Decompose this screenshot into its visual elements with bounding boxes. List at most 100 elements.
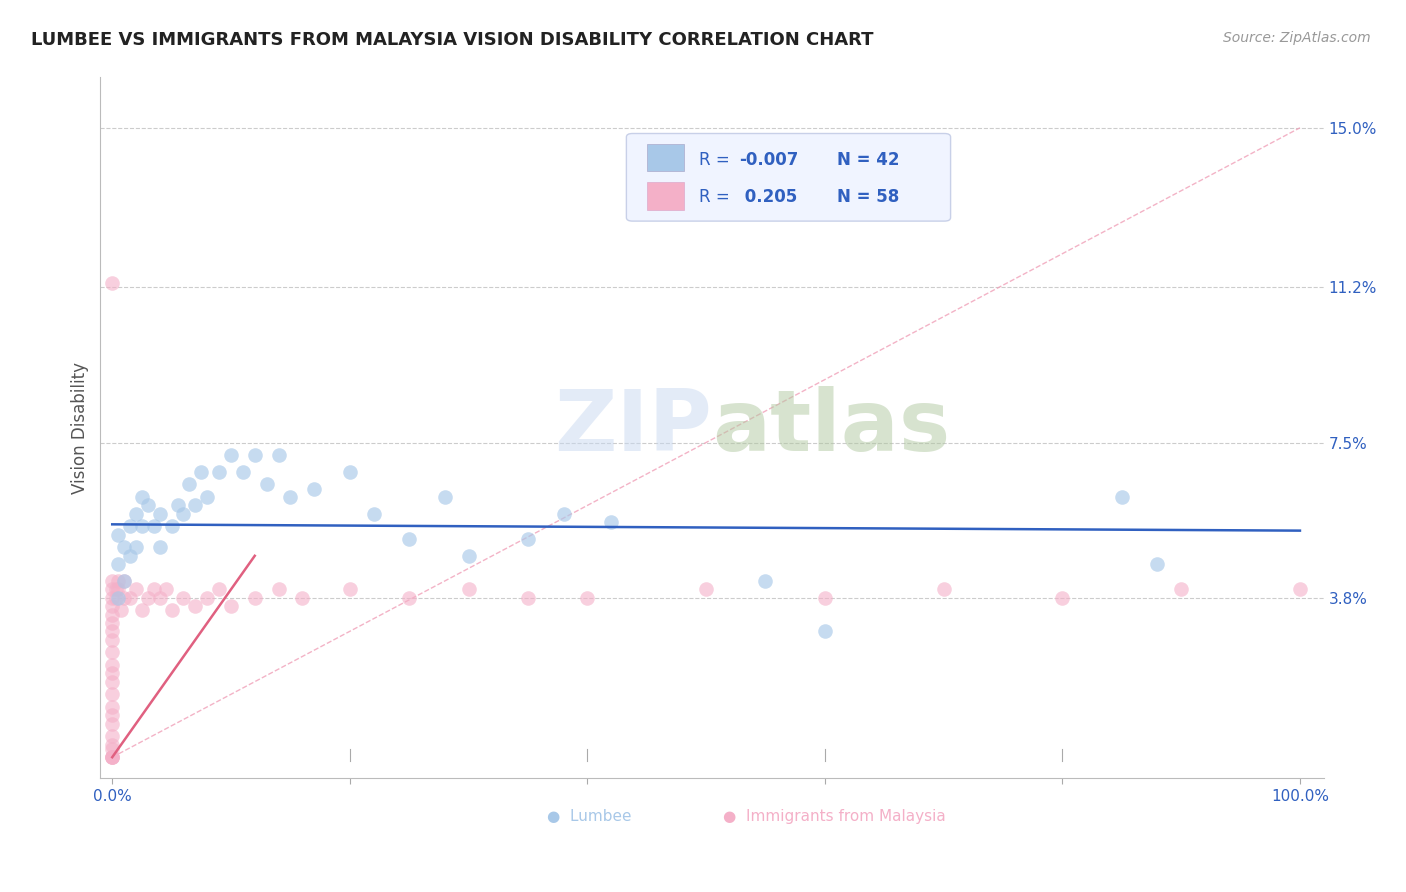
Point — [814, 591, 837, 605]
Point — [932, 582, 955, 597]
Text: ZIP: ZIP — [554, 386, 711, 469]
Point — [104, 582, 127, 597]
Point — [101, 729, 124, 743]
Point — [136, 591, 159, 605]
Point — [101, 632, 124, 647]
Point — [339, 582, 361, 597]
Text: atlas: atlas — [711, 386, 950, 469]
Point — [104, 591, 127, 605]
Point — [101, 657, 124, 672]
Point — [433, 490, 456, 504]
Point — [101, 276, 124, 290]
Point — [112, 591, 135, 605]
Point — [280, 490, 302, 504]
Point — [173, 591, 195, 605]
Point — [754, 574, 776, 588]
Point — [142, 519, 165, 533]
Point — [149, 591, 172, 605]
Point — [208, 582, 231, 597]
FancyBboxPatch shape — [647, 144, 683, 171]
Point — [398, 591, 420, 605]
Point — [149, 507, 172, 521]
Point — [219, 448, 242, 462]
Point — [232, 465, 254, 479]
Point — [219, 599, 242, 614]
Point — [149, 541, 172, 555]
Point — [107, 528, 129, 542]
Point — [155, 582, 177, 597]
Point — [101, 750, 124, 764]
Point — [118, 519, 141, 533]
Point — [101, 687, 124, 701]
Point — [256, 477, 278, 491]
Point — [814, 624, 837, 639]
Point — [101, 591, 124, 605]
Point — [516, 532, 538, 546]
Point — [131, 519, 153, 533]
Point — [195, 591, 218, 605]
Point — [339, 465, 361, 479]
Point — [101, 574, 124, 588]
Point — [107, 591, 129, 605]
Point — [101, 716, 124, 731]
Point — [173, 507, 195, 521]
FancyBboxPatch shape — [647, 182, 683, 210]
Point — [142, 582, 165, 597]
Text: LUMBEE VS IMMIGRANTS FROM MALAYSIA VISION DISABILITY CORRELATION CHART: LUMBEE VS IMMIGRANTS FROM MALAYSIA VISIO… — [31, 31, 873, 49]
Point — [101, 666, 124, 681]
Point — [179, 477, 201, 491]
Point — [363, 507, 385, 521]
Point — [101, 624, 124, 639]
Point — [457, 582, 479, 597]
Point — [302, 482, 325, 496]
Point — [101, 599, 124, 614]
Point — [600, 515, 623, 529]
Point — [1146, 558, 1168, 572]
Point — [131, 490, 153, 504]
Point — [184, 499, 207, 513]
Point — [125, 541, 148, 555]
Point — [101, 738, 124, 752]
Point — [118, 591, 141, 605]
Point — [160, 603, 183, 617]
Point — [118, 549, 141, 563]
Point — [112, 574, 135, 588]
Point — [101, 750, 124, 764]
Point — [267, 448, 290, 462]
Text: N = 42: N = 42 — [837, 151, 900, 169]
Point — [184, 599, 207, 614]
Text: N = 58: N = 58 — [837, 188, 898, 206]
Point — [101, 582, 124, 597]
Point — [112, 574, 135, 588]
Text: R =: R = — [699, 151, 734, 169]
Point — [131, 603, 153, 617]
Point — [101, 741, 124, 756]
Point — [1170, 582, 1192, 597]
Point — [243, 448, 266, 462]
Point — [107, 582, 129, 597]
Point — [101, 674, 124, 689]
Text: ●  Lumbee: ● Lumbee — [547, 809, 631, 824]
Point — [101, 699, 124, 714]
Point — [195, 490, 218, 504]
Point — [576, 591, 599, 605]
Point — [107, 558, 129, 572]
Text: ●  Immigrants from Malaysia: ● Immigrants from Malaysia — [723, 809, 946, 824]
Point — [457, 549, 479, 563]
Point — [112, 541, 135, 555]
Text: 0.205: 0.205 — [740, 188, 797, 206]
Point — [125, 582, 148, 597]
Point — [101, 750, 124, 764]
Point — [267, 582, 290, 597]
Point — [101, 708, 124, 723]
Point — [398, 532, 420, 546]
Text: Source: ZipAtlas.com: Source: ZipAtlas.com — [1223, 31, 1371, 45]
Point — [1052, 591, 1074, 605]
Point — [291, 591, 314, 605]
Point — [101, 615, 124, 630]
Point — [160, 519, 183, 533]
Point — [125, 507, 148, 521]
Point — [110, 603, 132, 617]
Point — [107, 574, 129, 588]
Point — [101, 645, 124, 659]
